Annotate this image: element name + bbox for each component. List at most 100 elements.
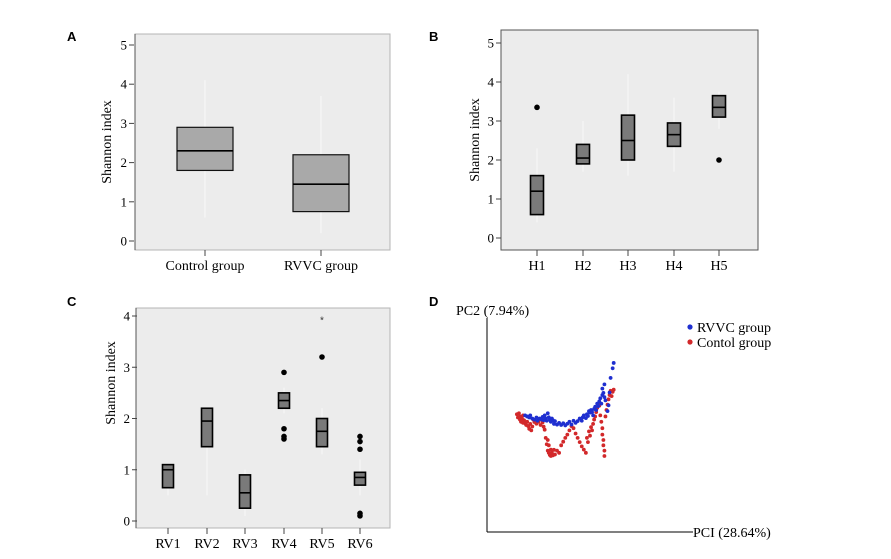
panel-b-letter: B [429, 29, 438, 44]
scatter-point-rvvc [581, 413, 586, 418]
panel-d-letter: D [429, 294, 438, 309]
category-label: RVVC group [284, 259, 358, 274]
panel-a-boxes [176, 80, 350, 234]
outlier-point [716, 157, 722, 163]
scatter-point-control [525, 419, 530, 424]
category-label: H5 [710, 259, 727, 274]
y-tick-label: 5 [488, 36, 495, 51]
scatter-point-rvvc [567, 419, 572, 424]
legend-marker-control [687, 339, 693, 345]
panel-a-y-ticks: 0 1 2 3 4 5 [121, 38, 134, 249]
y-tick-label: 4 [121, 77, 128, 92]
scatter-point-rvvc [610, 366, 615, 371]
scatter-point-control [548, 447, 553, 452]
scatter-point-rvvc [590, 410, 594, 415]
category-label: H1 [528, 259, 545, 274]
panel-b: B Shannon index 0 1 2 3 4 5 H1 H2 H3 H4 H5 [429, 29, 759, 274]
category-label: RV2 [194, 537, 219, 552]
scatter-point-rvvc [605, 409, 610, 413]
y-tick-label: 3 [488, 114, 495, 129]
scatter-point-control [583, 450, 588, 455]
scatter-point-rvvc [606, 403, 611, 408]
scatter-point-rvvc [575, 419, 580, 424]
scatter-point-control [581, 447, 586, 452]
scatter-point-rvvc [579, 418, 584, 423]
y-tick-label: 2 [121, 155, 128, 170]
scatter-point-rvvc [598, 396, 603, 401]
scatter-point-control [591, 422, 595, 426]
scatter-point-control [522, 418, 526, 423]
scatter-point-rvvc [586, 414, 590, 418]
scatter-point-control [530, 424, 535, 429]
panel-c-plot-area [135, 307, 391, 529]
y-tick-label: 1 [121, 194, 128, 209]
y-tick-label: 5 [121, 38, 128, 53]
box [292, 154, 350, 213]
category-label: RV6 [347, 537, 372, 552]
y-tick-label: 4 [488, 75, 495, 90]
scatter-point-rvvc [594, 408, 599, 412]
scatter-point-control [575, 435, 580, 440]
scatter-point-control [600, 426, 605, 431]
y-tick-label: 0 [488, 231, 495, 246]
category-label: RV1 [155, 537, 180, 552]
scatter-point-rvvc [611, 361, 616, 365]
box [575, 143, 591, 165]
scatter-point-control [606, 397, 611, 402]
scatter-point-control [538, 423, 543, 427]
scatter-point-control [577, 440, 582, 445]
scatter-point-rvvc [602, 395, 607, 400]
box [176, 126, 234, 172]
scatter-point-control [611, 387, 616, 392]
scatter-point-control [563, 435, 568, 440]
scatter-point-control [590, 428, 594, 433]
scatter-point-control [603, 414, 608, 419]
scatter-point-rvvc [591, 413, 595, 418]
legend-label-rvvc: RVVC group [697, 321, 771, 336]
outlier-point [357, 513, 363, 519]
scatter-point-control [545, 438, 550, 442]
scatter-point-control [602, 448, 607, 453]
box [161, 463, 175, 489]
scatter-point-control [579, 444, 584, 449]
panel-d-points [514, 361, 616, 458]
box [353, 471, 367, 486]
scatter-point-rvvc [602, 382, 607, 387]
outlier-point [319, 354, 325, 360]
scatter-point-control [546, 443, 551, 448]
scatter-point-control [587, 429, 591, 434]
scatter-point-rvvc [601, 391, 606, 395]
panel-c-letter: C [67, 294, 77, 309]
panel-d-y-title: PC2 (7.94%) [456, 304, 529, 319]
scatter-point-control [573, 431, 578, 436]
legend-label-control: Contol group [697, 336, 771, 351]
panel-b-y-ticks: 0 1 2 3 4 5 [488, 36, 501, 246]
scatter-point-control [561, 439, 566, 444]
panel-c-y-ticks: 0 1 2 3 4 [124, 309, 137, 529]
scatter-point-rvvc [545, 411, 550, 416]
scatter-point-control [542, 427, 547, 432]
panel-b-categories: H1 H2 H3 H4 H5 [528, 250, 728, 274]
panel-a: A Shannon index 0 1 2 3 4 5 Control group RVVC… [67, 29, 391, 274]
category-label: H3 [619, 259, 636, 274]
scatter-point-control [559, 443, 564, 448]
y-tick-label: 0 [124, 514, 131, 529]
scatter-point-control [557, 450, 561, 455]
scatter-point-control [609, 394, 614, 399]
y-tick-label: 4 [124, 309, 131, 324]
y-tick-label: 2 [124, 411, 131, 426]
extreme-point: * [320, 316, 324, 327]
outlier-point [281, 425, 287, 432]
y-tick-label: 1 [488, 192, 495, 207]
scatter-point-rvvc [544, 418, 549, 423]
panel-b-y-title: Shannon index [468, 98, 483, 182]
category-label: RV3 [232, 537, 257, 552]
y-tick-label: 1 [124, 462, 131, 477]
scatter-point-rvvc [607, 390, 612, 395]
scatter-point-rvvc [608, 376, 613, 380]
scatter-point-control [553, 452, 557, 457]
scatter-point-rvvc [528, 413, 533, 418]
scatter-point-rvvc [553, 419, 557, 424]
scatter-point-rvvc [534, 415, 539, 420]
